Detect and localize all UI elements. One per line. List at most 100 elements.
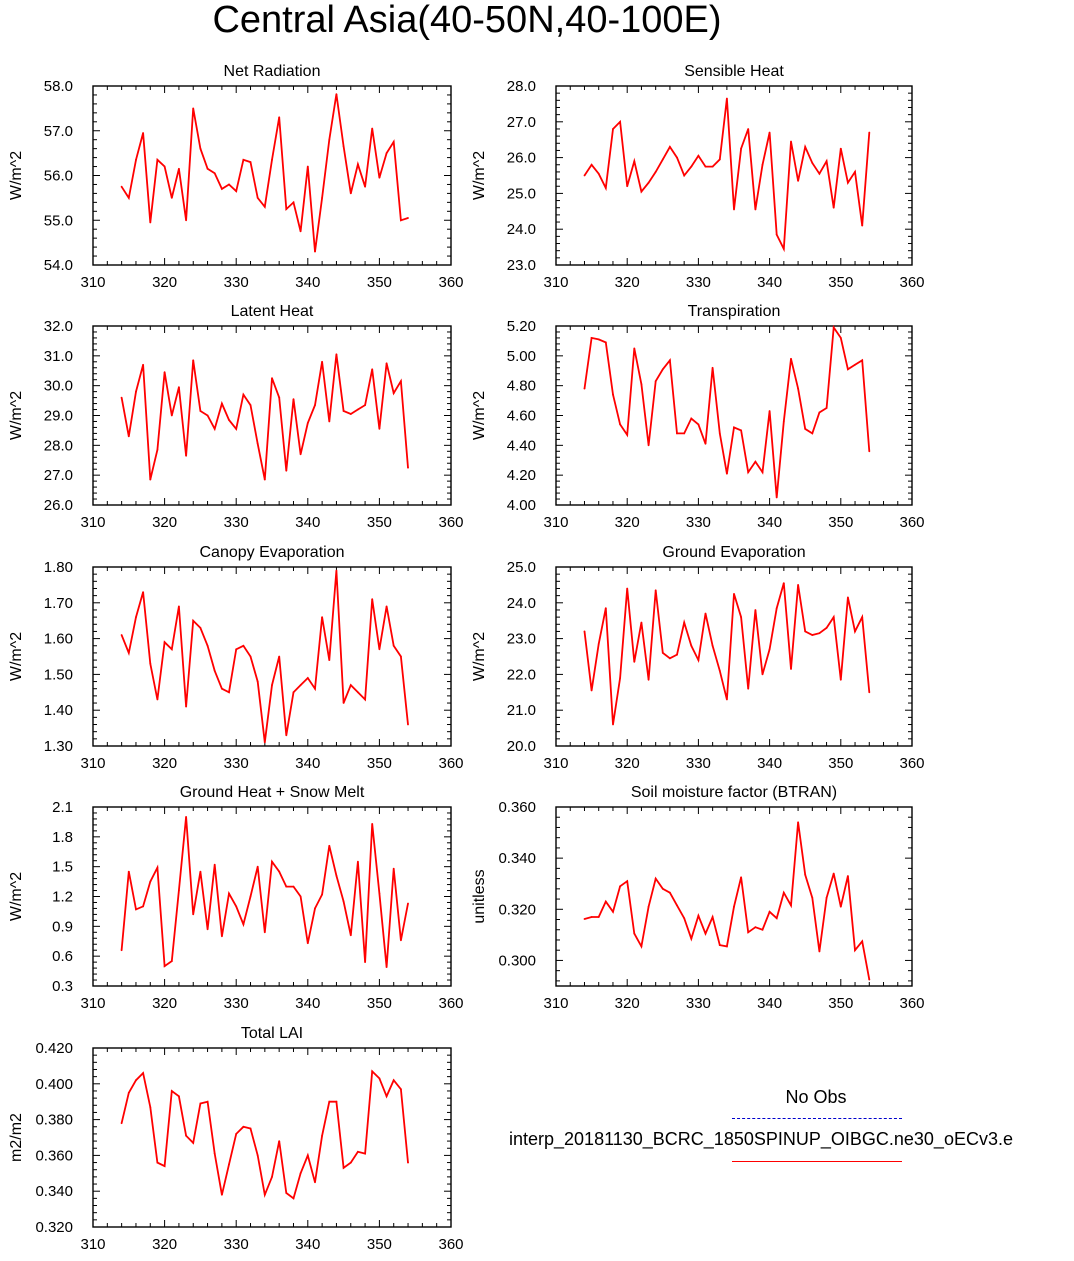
data-point [299,684,302,686]
data-point [697,914,700,917]
data-point [357,163,359,166]
data-point [683,174,686,177]
data-point [127,652,130,654]
data-point [619,120,621,123]
data-point [142,591,145,593]
panel-title: Ground Evaporation [662,544,805,561]
data-point [206,928,209,931]
data-point [407,217,409,219]
data-point [170,414,173,417]
data-point [314,250,316,253]
series-line [120,93,409,252]
data-point [349,684,352,686]
y-tick-label: 0.9 [52,918,73,935]
data-point [299,230,302,233]
panel-1: 310 320 330 340 350 360 23.0 24.0 25.0 26.0 27.0 28… [471,63,925,291]
data-point [349,192,352,195]
data-point [328,844,331,847]
y-tick-label: 1.60 [44,631,73,648]
data-point [683,621,686,624]
data-point [371,368,374,371]
data-point [271,860,273,863]
data-point [861,616,864,618]
data-point [612,128,614,130]
data-point [811,634,814,636]
data-point [407,1161,409,1164]
data-point [178,1095,180,1098]
data-point [385,605,388,608]
data-point [235,190,238,193]
data-point [400,939,402,942]
data-point [328,659,331,661]
data-point [818,411,821,414]
data-point [626,587,629,590]
data-point [633,160,636,163]
data-point [583,630,586,633]
data-point [754,208,757,211]
data-point [818,172,821,175]
data-point [235,428,238,430]
data-point [385,966,388,968]
data-point [149,221,152,224]
data-point [149,662,152,665]
data-point [199,627,202,629]
y-tick-label: 23.0 [507,257,536,274]
data-point [400,219,402,222]
x-tick-label: 360 [899,755,924,772]
data-point [854,171,856,173]
data-point [747,128,750,130]
data-point [640,383,643,386]
data-point [733,426,735,429]
data-point [661,158,664,161]
data-point [647,444,650,447]
data-point [142,905,145,908]
y-tick-label: 1.70 [44,595,73,612]
y-tick-label: 5.20 [507,318,536,335]
data-point [328,138,331,141]
data-point [654,589,657,592]
x-tick-label: 340 [757,995,782,1012]
data-point [676,904,678,907]
y-tick-label: 0.340 [498,850,536,867]
data-point [676,156,678,159]
x-tick-label: 360 [899,995,924,1012]
data-point [612,393,614,396]
data-point [832,872,835,875]
data-point [306,677,309,679]
data-point [342,900,345,903]
data-point [697,659,700,661]
data-point [178,889,180,892]
y-axis-label: unitless [471,869,488,923]
data-point [832,326,835,329]
data-point [170,1090,173,1092]
data-point [285,208,288,211]
panel-0: 310 320 330 340 350 360 54.0 55.0 56.0 57.0 58.0 Ne… [8,63,464,291]
data-point [704,932,707,935]
data-point [206,167,209,170]
y-tick-label: 25.0 [507,559,536,576]
data-point [647,905,650,908]
data-point [142,132,145,134]
data-point [199,410,202,412]
data-point [790,668,792,670]
data-point [640,945,643,948]
data-point [192,913,195,916]
data-point [256,865,259,868]
data-point [400,380,402,383]
data-point [242,923,245,926]
data-point [285,734,288,737]
data-point [135,390,137,393]
data-point [804,873,807,876]
data-point [235,648,238,651]
data-point [256,1154,259,1157]
data-point [747,931,750,934]
data-point [299,895,302,898]
x-tick-label: 330 [224,514,249,531]
data-point [854,949,856,952]
data-point [768,910,771,913]
data-point [761,471,764,474]
data-point [314,1181,316,1184]
x-tick-label: 350 [828,995,853,1012]
data-point [378,648,381,651]
data-point [847,875,849,877]
